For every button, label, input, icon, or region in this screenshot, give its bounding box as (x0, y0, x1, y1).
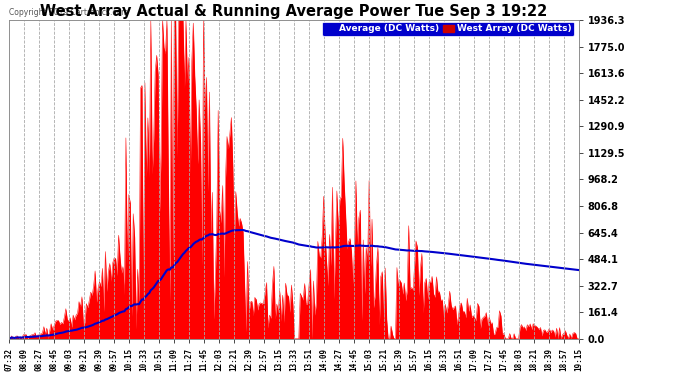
Text: Copyright 2019 Cartronics.com: Copyright 2019 Cartronics.com (9, 8, 128, 17)
Title: West Array Actual & Running Average Power Tue Sep 3 19:22: West Array Actual & Running Average Powe… (40, 4, 547, 19)
Legend: Average (DC Watts), West Array (DC Watts): Average (DC Watts), West Array (DC Watts… (322, 22, 574, 36)
